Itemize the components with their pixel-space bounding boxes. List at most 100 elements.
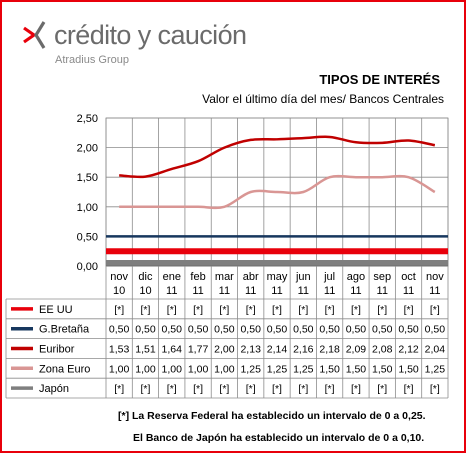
data-label: 1,25 bbox=[425, 363, 446, 375]
x-tick-label-year: 11 bbox=[377, 285, 388, 297]
y-tick-label: 2,50 bbox=[77, 113, 98, 125]
y-tick-label: 1,00 bbox=[77, 202, 98, 214]
data-label: [*] bbox=[167, 304, 177, 316]
data-label: [*] bbox=[325, 383, 335, 395]
x-tick-label: ago bbox=[347, 271, 365, 283]
x-tick-label: abr bbox=[243, 271, 259, 283]
data-label: 0,50 bbox=[319, 324, 340, 336]
data-label: 1,50 bbox=[372, 363, 393, 375]
data-label: [*] bbox=[430, 383, 440, 395]
chart-subtitle: Valor el último día del mes/ Bancos Cent… bbox=[202, 92, 444, 106]
x-tick-label-year: 10 bbox=[139, 285, 151, 297]
data-label: 1,25 bbox=[293, 363, 314, 375]
legend-label: Euribor bbox=[39, 344, 75, 356]
data-label: [*] bbox=[193, 304, 203, 316]
x-tick-label-year: 11 bbox=[245, 285, 256, 297]
legend-label: Zona Euro bbox=[39, 363, 90, 375]
data-label: 0,50 bbox=[346, 324, 367, 336]
data-label: 0,50 bbox=[372, 324, 393, 336]
data-label: 1,00 bbox=[135, 363, 156, 375]
x-tick-label: jul bbox=[323, 271, 335, 283]
x-tick-label-year: 11 bbox=[219, 285, 230, 297]
data-label: 1,64 bbox=[162, 344, 183, 356]
x-tick-label-year: 10 bbox=[113, 285, 125, 297]
data-label: [*] bbox=[298, 304, 308, 316]
y-tick-label: 0,00 bbox=[77, 261, 98, 273]
data-label: 1,53 bbox=[109, 344, 130, 356]
data-label: 2,08 bbox=[372, 344, 393, 356]
x-tick-label: may bbox=[267, 271, 288, 283]
data-label: 0,50 bbox=[267, 324, 288, 336]
x-tick-label: feb bbox=[190, 271, 205, 283]
data-label: 1,50 bbox=[398, 363, 419, 375]
x-tick-label: oct bbox=[401, 271, 416, 283]
data-label: 0,50 bbox=[109, 324, 130, 336]
data-label: [*] bbox=[141, 383, 151, 395]
data-label: [*] bbox=[246, 383, 256, 395]
footnote-fed: [*] La Reserva Federal ha establecido un… bbox=[118, 410, 426, 422]
data-label: 1,25 bbox=[240, 363, 261, 375]
legend-label: EE UU bbox=[39, 304, 73, 316]
data-label: 1,50 bbox=[346, 363, 367, 375]
brand-name: crédito y caución bbox=[54, 20, 247, 50]
y-tick-label: 1,50 bbox=[77, 172, 98, 184]
data-label: [*] bbox=[193, 383, 203, 395]
data-label: [*] bbox=[141, 304, 151, 316]
data-label: 2,00 bbox=[214, 344, 235, 356]
data-label: 1,00 bbox=[109, 363, 130, 375]
x-tick-label-year: 11 bbox=[298, 285, 309, 297]
data-label: [*] bbox=[298, 383, 308, 395]
x-tick-label: nov bbox=[426, 271, 444, 283]
x-tick-label-year: 11 bbox=[166, 285, 177, 297]
data-label: 1,00 bbox=[162, 363, 183, 375]
data-label: 1,50 bbox=[319, 363, 340, 375]
x-tick-label-year: 11 bbox=[403, 285, 414, 297]
data-label: [*] bbox=[114, 304, 124, 316]
data-label: [*] bbox=[351, 304, 361, 316]
x-tick-label: dic bbox=[138, 271, 153, 283]
data-label: 2,16 bbox=[293, 344, 314, 356]
data-label: 1,77 bbox=[188, 344, 209, 356]
x-tick-label-year: 11 bbox=[350, 285, 361, 297]
data-label: 1,00 bbox=[214, 363, 235, 375]
x-tick-label: nov bbox=[110, 271, 128, 283]
data-label: [*] bbox=[219, 304, 229, 316]
data-label: 2,09 bbox=[346, 344, 367, 356]
x-tick-label: sep bbox=[373, 271, 391, 283]
data-label: 0,50 bbox=[188, 324, 209, 336]
data-label: [*] bbox=[325, 304, 335, 316]
data-label: 0,50 bbox=[214, 324, 235, 336]
data-label: [*] bbox=[167, 383, 177, 395]
x-tick-label-year: 11 bbox=[429, 285, 440, 297]
data-label: [*] bbox=[272, 383, 282, 395]
brand-group: Atradius Group bbox=[55, 54, 129, 66]
y-tick-label: 0,50 bbox=[77, 231, 98, 243]
data-label: [*] bbox=[219, 383, 229, 395]
y-tick-label: 2,00 bbox=[77, 143, 98, 155]
brand-mark-icon bbox=[23, 21, 46, 49]
series-line-euribor bbox=[119, 135, 436, 179]
data-label: 0,50 bbox=[425, 324, 446, 336]
data-label: [*] bbox=[246, 304, 256, 316]
data-label: [*] bbox=[377, 304, 387, 316]
x-tick-label-year: 11 bbox=[271, 285, 282, 297]
x-tick-label-year: 11 bbox=[324, 285, 335, 297]
data-label: 0,50 bbox=[135, 324, 156, 336]
data-label: 2,04 bbox=[425, 344, 446, 356]
data-label: 1,25 bbox=[267, 363, 288, 375]
data-label: 1,00 bbox=[188, 363, 209, 375]
data-label: [*] bbox=[272, 304, 282, 316]
data-label: 0,50 bbox=[240, 324, 261, 336]
data-label: 0,50 bbox=[293, 324, 314, 336]
data-label: [*] bbox=[430, 304, 440, 316]
data-label: 2,12 bbox=[398, 344, 419, 356]
data-label: 0,50 bbox=[162, 324, 183, 336]
data-label: [*] bbox=[404, 383, 414, 395]
x-tick-label: ene bbox=[163, 271, 181, 283]
data-label: 2,13 bbox=[240, 344, 261, 356]
series-line-zona-euro bbox=[119, 174, 436, 210]
data-label: [*] bbox=[404, 304, 414, 316]
data-label: 2,18 bbox=[319, 344, 340, 356]
